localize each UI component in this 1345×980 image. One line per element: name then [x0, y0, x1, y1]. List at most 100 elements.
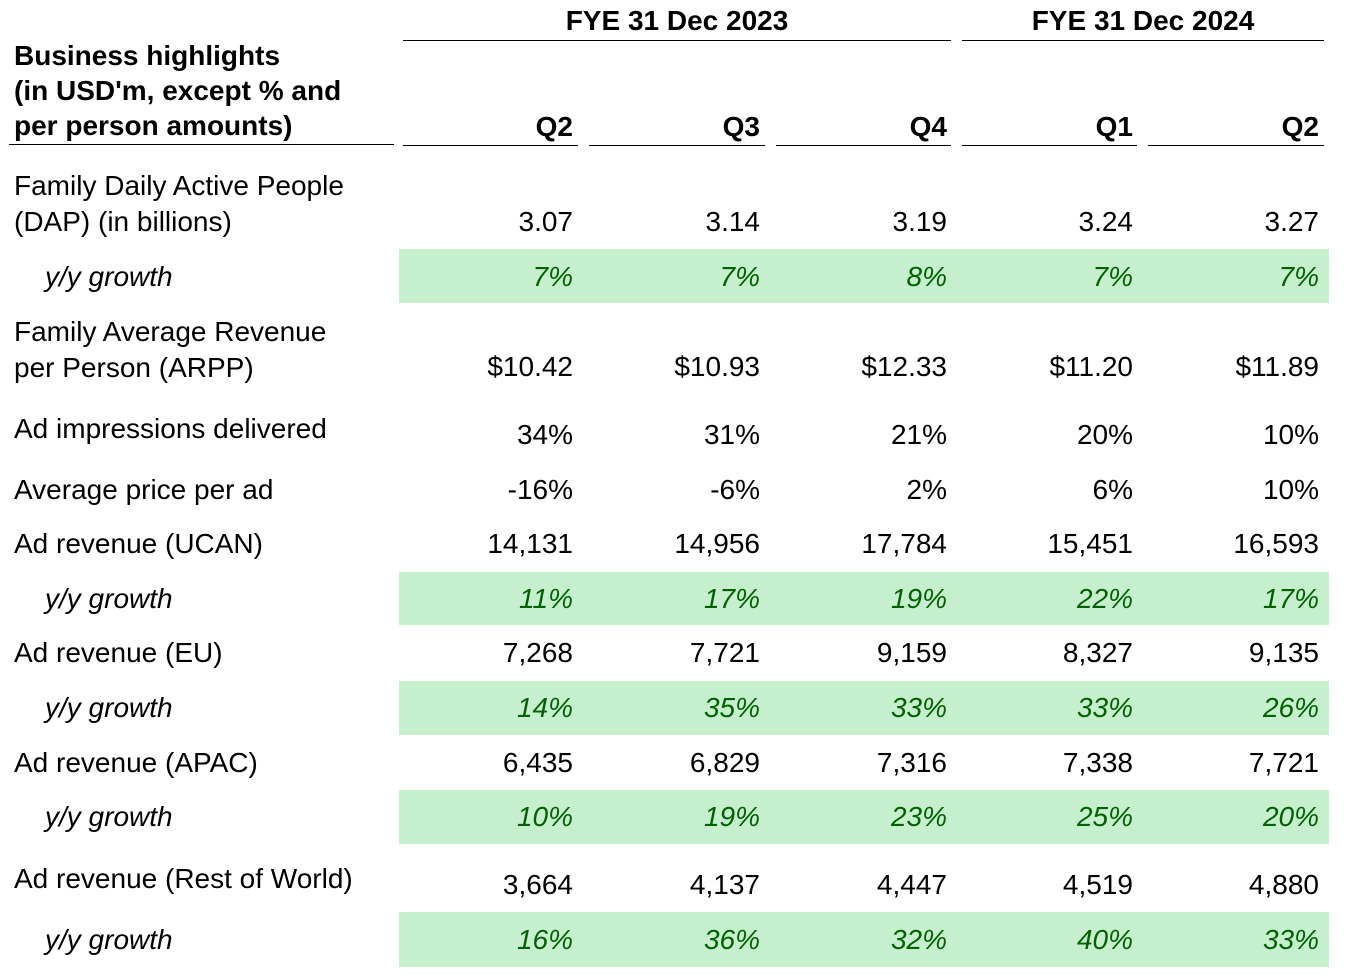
- row-label-line: Family Average Revenue: [14, 316, 327, 347]
- table-cell: 3.24: [1078, 206, 1134, 237]
- growth-cell: 36%: [703, 924, 760, 955]
- growth-cell: 33%: [890, 692, 947, 723]
- growth-cell: 10%: [516, 801, 573, 832]
- table-cell: 31%: [703, 419, 760, 450]
- quarter-rule: [589, 145, 765, 146]
- row-label-arpp: Family Average Revenue per Person (ARPP): [14, 314, 326, 386]
- growth-cell: 33%: [1076, 692, 1133, 723]
- growth-cell: 16%: [516, 924, 573, 955]
- table-cell: 4,519: [1062, 869, 1133, 900]
- table-title-line: per person amounts): [14, 110, 293, 141]
- table-title-line: (in USD'm, except % and: [14, 75, 342, 106]
- table-cell: $10.93: [674, 351, 760, 382]
- growth-band: [399, 572, 1329, 625]
- table-cell: 2%: [906, 474, 947, 505]
- table-cell: 10%: [1262, 474, 1319, 505]
- growth-cell: 19%: [703, 801, 760, 832]
- row-label-line: (DAP) (in billions): [14, 206, 232, 237]
- row-label-growth: y/y growth: [45, 261, 173, 292]
- growth-cell: 33%: [1262, 924, 1319, 955]
- group-header-2024: FYE 31 Dec 2024: [1031, 5, 1255, 36]
- table-cell: 6%: [1092, 474, 1133, 505]
- table-cell: 7,721: [1248, 747, 1319, 778]
- table-cell: 21%: [890, 419, 947, 450]
- row-label-growth: y/y growth: [45, 924, 173, 955]
- table-title: Business highlights (in USD'm, except % …: [14, 38, 394, 143]
- table-cell: $10.42: [487, 351, 573, 382]
- table-cell: $12.33: [861, 351, 947, 382]
- growth-cell: 26%: [1262, 692, 1319, 723]
- table-cell: 6,829: [689, 747, 760, 778]
- growth-band: [399, 249, 1329, 303]
- table-cell: 9,135: [1248, 637, 1319, 668]
- row-label-growth: y/y growth: [45, 801, 173, 832]
- row-label-apac: Ad revenue (APAC): [14, 747, 258, 778]
- table-cell: 17,784: [861, 528, 947, 559]
- table-cell: 15,451: [1047, 528, 1133, 559]
- row-label-price: Average price per ad: [14, 474, 274, 505]
- title-rule: [9, 144, 394, 145]
- growth-cell: 19%: [890, 583, 947, 614]
- table-cell: 7,268: [502, 637, 573, 668]
- table-cell: 34%: [516, 419, 573, 450]
- table-cell: 7,338: [1062, 747, 1133, 778]
- group-rule-2024: [962, 40, 1324, 41]
- table-cell: 3.14: [705, 206, 761, 237]
- table-cell: 7,316: [876, 747, 947, 778]
- growth-band: [399, 790, 1329, 844]
- growth-cell: 40%: [1076, 924, 1133, 955]
- row-label-dap: Family Daily Active People (DAP) (in bil…: [14, 168, 344, 240]
- quarter-header: Q4: [909, 111, 947, 142]
- table-cell: 16,593: [1233, 528, 1319, 559]
- group-header-2023: FYE 31 Dec 2023: [565, 5, 789, 36]
- table-cell: 3.19: [892, 206, 948, 237]
- row-label-line: Family Daily Active People: [14, 170, 344, 201]
- growth-cell: 17%: [1262, 583, 1319, 614]
- growth-cell: 23%: [890, 801, 947, 832]
- table-cell: $11.20: [1049, 351, 1133, 382]
- quarter-header: Q2: [1281, 111, 1319, 142]
- table-cell: 10%: [1262, 419, 1319, 450]
- growth-cell: 25%: [1076, 801, 1133, 832]
- quarter-header: Q1: [1095, 111, 1133, 142]
- quarter-rule: [1148, 145, 1324, 146]
- table-cell: -16%: [507, 474, 573, 505]
- quarter-rule: [962, 145, 1137, 146]
- table-cell: 3,664: [502, 869, 573, 900]
- growth-cell: 35%: [703, 692, 760, 723]
- growth-cell: 17%: [703, 583, 760, 614]
- growth-cell: 8%: [906, 261, 947, 292]
- table-cell: 9,159: [876, 637, 947, 668]
- table-cell: -6%: [710, 474, 760, 505]
- growth-cell: 7%: [1278, 261, 1319, 292]
- table-cell: 4,880: [1248, 869, 1319, 900]
- table-cell: 20%: [1076, 419, 1133, 450]
- quarter-header: Q3: [722, 111, 760, 142]
- growth-cell: 11%: [519, 583, 573, 614]
- growth-cell: 7%: [1092, 261, 1133, 292]
- growth-cell: 7%: [719, 261, 760, 292]
- growth-cell: 14%: [516, 692, 573, 723]
- growth-band: [399, 912, 1329, 967]
- growth-cell: 20%: [1262, 801, 1319, 832]
- quarter-header: Q2: [535, 111, 573, 142]
- table-cell: 4,137: [689, 869, 760, 900]
- row-label-line: per Person (ARPP): [14, 352, 254, 383]
- table-cell: 8,327: [1062, 637, 1133, 668]
- table-cell: 14,131: [487, 528, 573, 559]
- growth-band: [399, 681, 1329, 735]
- row-label-growth: y/y growth: [45, 692, 173, 723]
- table-cell: 14,956: [674, 528, 760, 559]
- table-cell: 4,447: [876, 869, 947, 900]
- row-label-growth: y/y growth: [45, 583, 173, 614]
- table-cell: 7,721: [689, 637, 760, 668]
- row-label-impressions: Ad impressions delivered: [14, 413, 327, 444]
- group-rule-2023: [403, 40, 951, 41]
- quarter-rule: [776, 145, 951, 146]
- quarter-rule: [403, 145, 578, 146]
- table-title-line: Business highlights: [14, 40, 281, 71]
- table-cell: $11.89: [1235, 351, 1319, 382]
- table-cell: 6,435: [502, 747, 573, 778]
- growth-cell: 32%: [890, 924, 947, 955]
- growth-cell: 22%: [1076, 583, 1133, 614]
